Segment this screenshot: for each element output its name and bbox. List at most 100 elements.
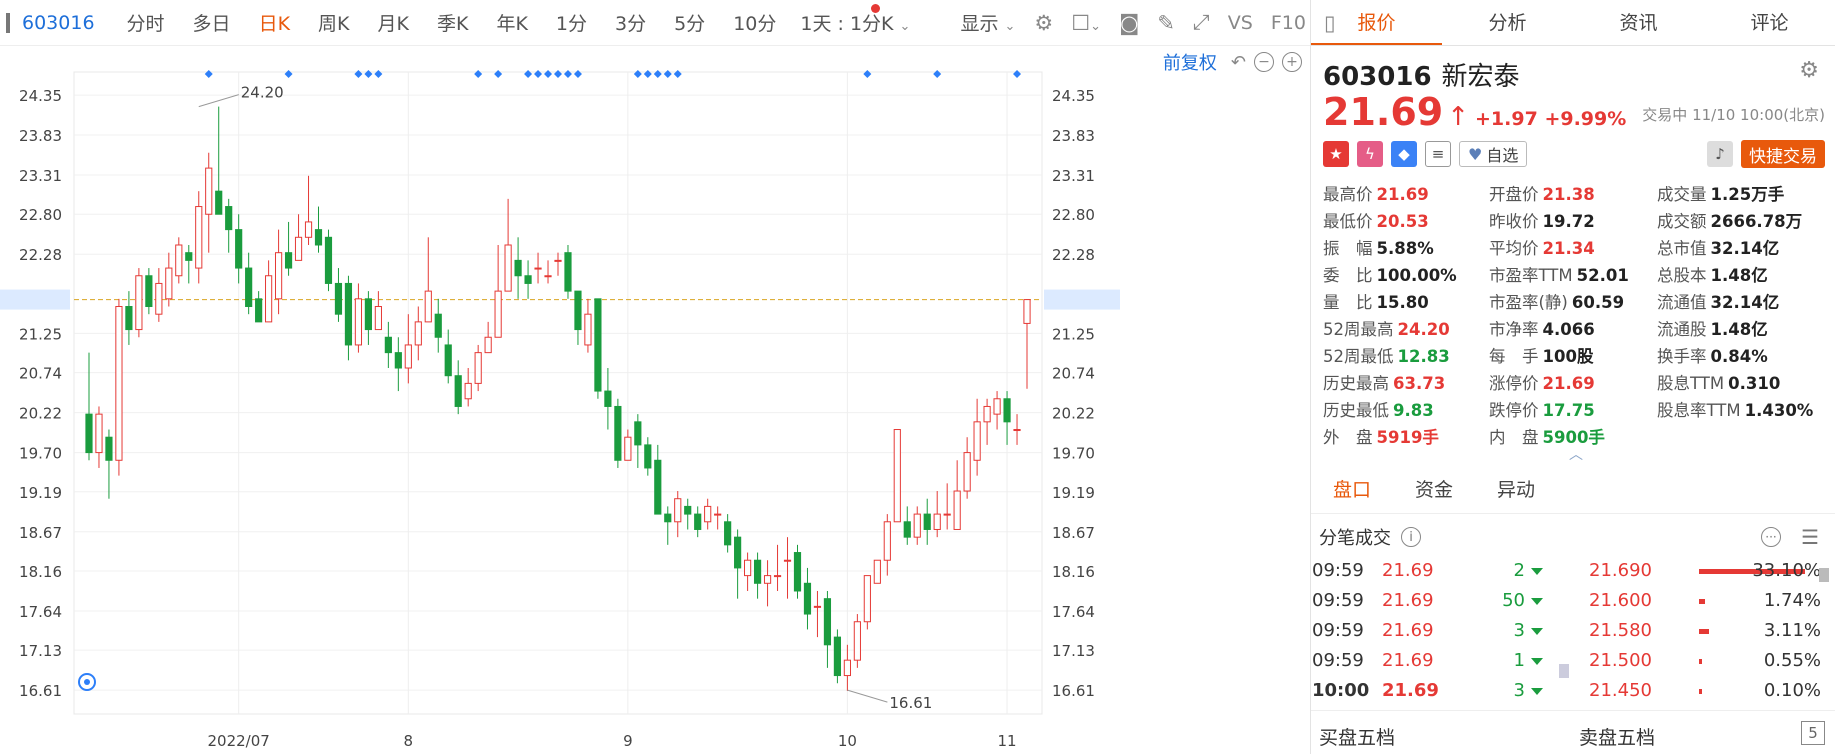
stat-item: 最低价 20.53 [1323, 211, 1489, 233]
gear-icon[interactable]: ⚙ [1034, 10, 1054, 35]
zoom-in-icon[interactable]: + [1282, 52, 1302, 72]
period-tab[interactable]: 1分 [555, 13, 587, 35]
gear-icon[interactable]: ⚙ [1799, 58, 1819, 83]
panel-toggle-icon[interactable] [6, 12, 10, 33]
interval-select-label: 1天 : 1分K [800, 13, 894, 35]
event-marker-icon [933, 70, 942, 78]
stock-header: 603016 新宏泰 ⚙ [1323, 56, 1825, 93]
y-tick-label-right: 17.64 [1052, 603, 1095, 621]
f10-button[interactable]: F10 [1270, 11, 1306, 34]
tick-volume: 3 [1513, 620, 1525, 641]
menu-icon[interactable]: ☰ [1801, 525, 1819, 549]
panel-tab[interactable]: 分析 [1488, 12, 1527, 34]
info-icon[interactable]: i [1401, 527, 1421, 547]
pencil-icon[interactable]: ✎ [1157, 10, 1175, 35]
period-tab[interactable]: 3分 [615, 13, 647, 35]
period-tab[interactable]: 年K [496, 13, 528, 35]
stat-item: 跌停价 17.75 [1489, 400, 1657, 422]
candle-body [963, 452, 971, 492]
display-select[interactable]: 显示 ⌄ [950, 9, 1025, 36]
five-level-button[interactable]: 5 [1801, 721, 1825, 745]
candle-body [514, 259, 522, 277]
panel-tab[interactable]: 评论 [1750, 12, 1789, 34]
period-tab[interactable]: 5分 [674, 13, 706, 35]
bell-icon[interactable]: ♪ [1707, 141, 1733, 167]
distribution-scrollbar[interactable] [1819, 568, 1829, 582]
candle-body [344, 282, 353, 346]
y-tick-label-left: 20.22 [19, 405, 62, 423]
side-panel-icon[interactable]: ▯ [1323, 10, 1336, 35]
undo-icon[interactable]: ↶ [1230, 51, 1246, 73]
stat-value: 60.59 [1571, 293, 1625, 312]
stat-label: 成交额 [1657, 212, 1707, 231]
candle-body [634, 421, 642, 446]
candle-body [853, 621, 861, 661]
stat-item: 内 盘 5900手 [1489, 427, 1657, 449]
candle-body [933, 513, 941, 530]
stat-item: 历史最低 9.83 [1323, 400, 1489, 422]
interval-select[interactable]: 1天 : 1分K ⌄ [790, 9, 920, 36]
orderbook-tab[interactable]: 盘口 [1332, 479, 1371, 501]
orderbook-tab[interactable]: 资金 [1414, 479, 1453, 501]
event-marker-icon [544, 70, 553, 78]
stat-label: 每 手 [1489, 347, 1539, 366]
stat-label: 内 盘 [1489, 428, 1539, 447]
stat-value: 0.310 [1728, 374, 1781, 393]
min-leader-line [847, 689, 888, 703]
period-tab[interactable]: 10分 [733, 13, 777, 35]
lightning-icon[interactable]: ϟ [1357, 141, 1383, 167]
y-tick-label-right: 17.13 [1052, 642, 1095, 660]
event-marker-icon [573, 70, 582, 78]
distribution-price: 21.690 [1589, 560, 1652, 581]
stat-label: 最高价 [1323, 185, 1373, 204]
panel-tab[interactable]: 报价 [1311, 0, 1442, 45]
stat-label: 跌停价 [1489, 401, 1539, 420]
period-tab[interactable]: 月K [377, 13, 409, 35]
distribution-percent: 0.10% [1763, 680, 1821, 701]
tick-row: 09:59 21.69 2 [1311, 556, 1553, 586]
notes-icon[interactable]: ≡ [1425, 141, 1451, 167]
price-distribution: 21.690 33.10% 21.600 1.74% 21.580 3.11% 21.500… [1579, 556, 1831, 706]
tick-price: 21.69 [1382, 620, 1434, 641]
candle-body [704, 505, 712, 523]
period-tab[interactable]: 日K [258, 13, 291, 35]
candle-body [274, 252, 283, 300]
stat-item: 总股本 1.48亿 [1657, 265, 1825, 287]
period-tab[interactable]: 周K [318, 13, 350, 35]
orderbook-tab[interactable]: 异动 [1496, 479, 1535, 501]
panel-tab[interactable]: 资讯 [1619, 12, 1658, 34]
event-marker-icon [643, 70, 652, 78]
toolbar-stock-code[interactable]: 603016 [22, 11, 95, 34]
zoom-out-icon[interactable]: − [1254, 52, 1274, 72]
period-tab[interactable]: 季K [436, 13, 469, 35]
candle-body [414, 321, 422, 346]
candle-body [923, 513, 931, 530]
adjust-mode-select[interactable]: 前复权 [1162, 53, 1217, 74]
tick-volume: 50 [1502, 590, 1525, 611]
stat-label: 股息率TTM [1657, 401, 1741, 420]
stat-value: 1.430% [1744, 401, 1814, 420]
x-tick-label: 2022/07 [208, 732, 270, 750]
ticks-scrollbar[interactable] [1559, 664, 1569, 678]
period-tab[interactable]: 多日 [192, 13, 231, 35]
collapse-icon[interactable]: ︿ [1569, 447, 1583, 463]
add-watchlist-button[interactable]: ♥ 自选 [1459, 141, 1528, 167]
camera-icon[interactable]: ◙ [1118, 10, 1140, 35]
vs-button[interactable]: VS [1227, 11, 1253, 34]
stat-item: 52周最低 12.83 [1323, 346, 1489, 368]
stat-label: 最低价 [1323, 212, 1373, 231]
quote-panel: 报价 分析 资讯 评论 603016 新宏泰 ⚙ 21.69 ↑ +1.97 +9.99% … [1310, 0, 1835, 754]
tick-price: 21.69 [1382, 560, 1434, 581]
candle-body [584, 313, 592, 346]
fullscreen-icon[interactable]: ⤢ [1192, 10, 1210, 34]
tag-icon[interactable]: ◆ [1391, 141, 1417, 167]
orderbook-tabs: 盘口 资金 异动 [1311, 466, 1835, 514]
stock-title: 603016 新宏泰 [1323, 56, 1825, 93]
rect-tool-icon[interactable]: ☐⌄ [1071, 10, 1101, 35]
period-tab[interactable]: 分时 [126, 13, 165, 35]
quick-trade-button[interactable]: 快捷交易 [1741, 140, 1825, 168]
more-icon[interactable]: ··· [1761, 527, 1781, 547]
kline-chart[interactable]: 24.35 24.35 23.83 23.83 23.31 23.31 22.80 22.80… [0, 70, 1120, 754]
candle-body [664, 513, 672, 523]
trading-status: 交易中 11/10 10:00(北京) [1642, 106, 1825, 124]
